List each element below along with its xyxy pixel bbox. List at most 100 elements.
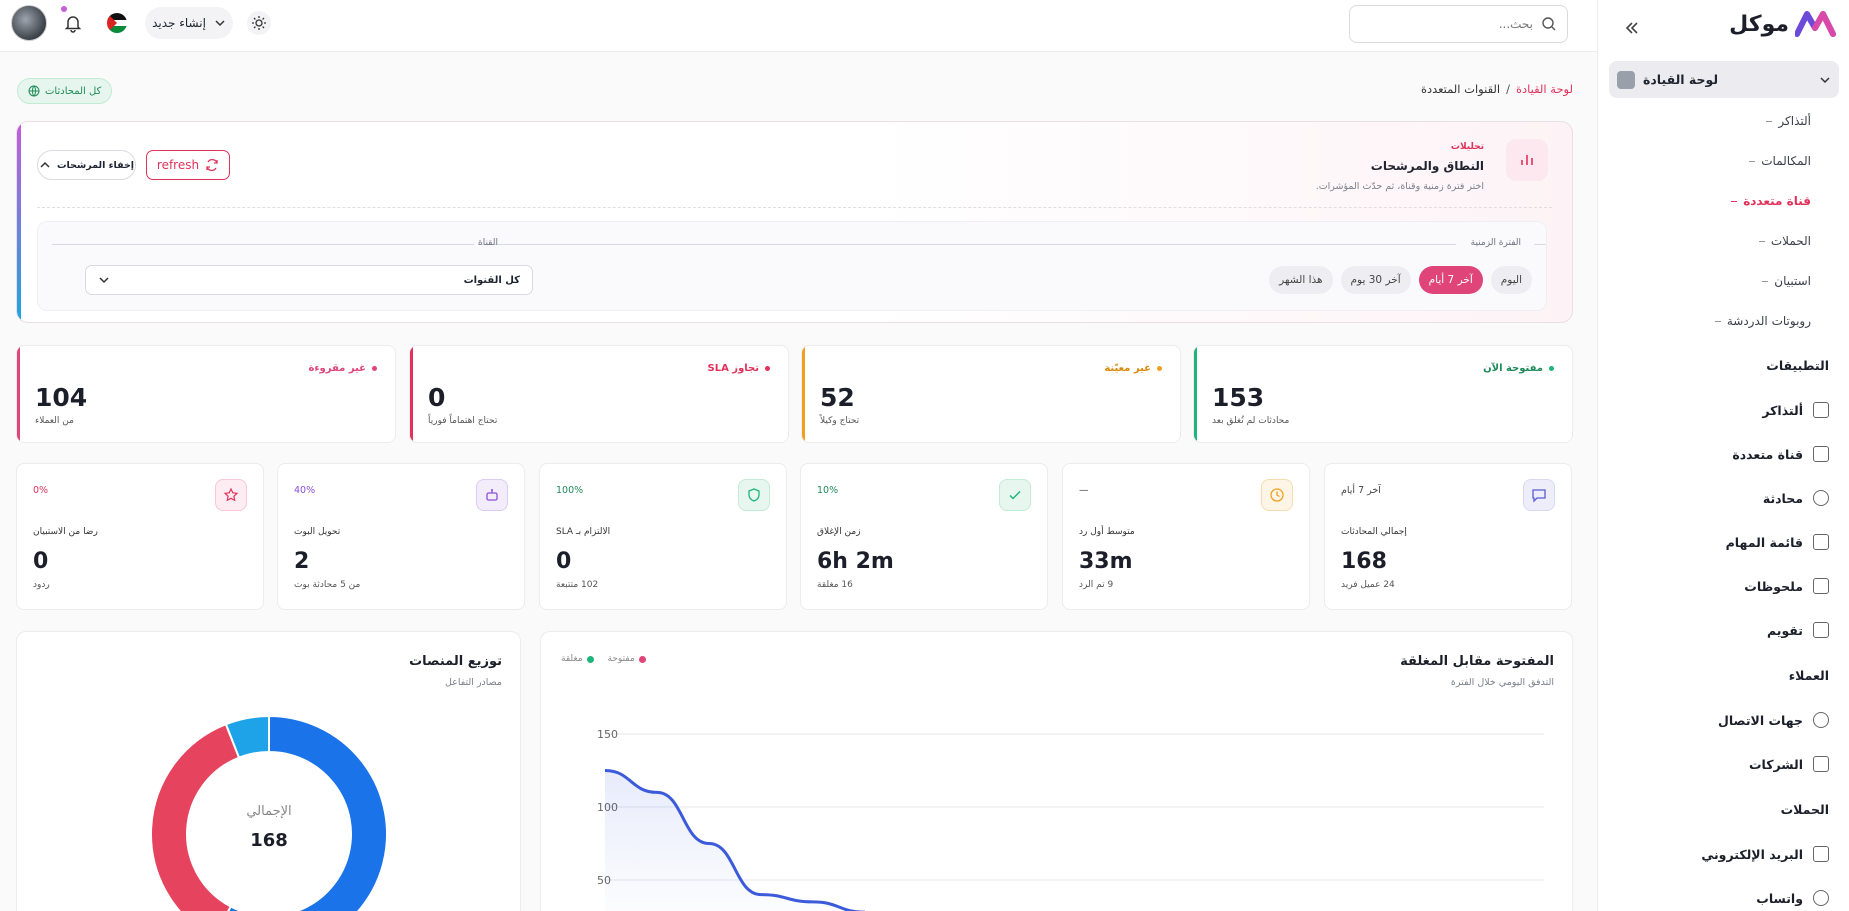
filters-panel: الفترة الزمنية القناة اليوم آخر 7 أيام آ… — [37, 221, 1547, 311]
sidebar-subitem-calls[interactable]: المكالمات — [1749, 154, 1811, 168]
bot-icon — [476, 479, 508, 511]
legend-item-closed[interactable]: مغلقة — [561, 654, 594, 664]
sidebar-item-dashboard[interactable]: لوحة القيادة — [1609, 61, 1839, 98]
stat-value: 0 — [428, 383, 446, 412]
status-dot — [1549, 366, 1554, 371]
create-new-button[interactable]: إنشاء جديد — [145, 7, 233, 39]
avatar[interactable] — [11, 5, 47, 41]
globe-icon — [28, 85, 40, 97]
period-last-30-days[interactable]: آخر 30 يوم — [1340, 266, 1411, 294]
sidebar-item-todo[interactable]: قائمة المهام — [1726, 534, 1829, 550]
all-conversations-button[interactable]: كل المحادثات — [17, 78, 113, 104]
search-input[interactable] — [1360, 17, 1533, 31]
chart-title: توزيع المنصات — [409, 654, 502, 669]
sidebar-item-label: الشركات — [1749, 756, 1803, 772]
dash-icon — [1714, 320, 1721, 322]
status-dot — [372, 366, 377, 371]
kpi-title: الالتزام بـ SLA — [556, 527, 611, 537]
legend-label: مفتوحة — [607, 654, 635, 664]
stat-value: 153 — [1212, 383, 1265, 412]
sidebar-subitem-label: الحملات — [1770, 234, 1811, 248]
refresh-button[interactable]: refresh — [146, 150, 230, 180]
search-box[interactable] — [1349, 5, 1568, 43]
kpi-sub: 16 مغلقة — [817, 580, 853, 590]
chevron-down-icon — [1820, 76, 1830, 83]
status-dot — [1157, 366, 1162, 371]
breadcrumb-root[interactable]: لوحة القيادة — [1515, 82, 1573, 96]
notification-dot — [61, 6, 67, 12]
sidebar-item-companies[interactable]: الشركات — [1749, 756, 1829, 772]
sidebar-section-apps: التطبيقات — [1766, 358, 1829, 373]
channel-select-value: كل القنوات — [463, 274, 520, 286]
sidebar-subitem-survey[interactable]: استبيان — [1762, 274, 1811, 288]
kpi-badge: 10% — [817, 485, 839, 496]
sidebar-item-chat[interactable]: محادثة — [1763, 490, 1829, 506]
notes-icon — [1813, 578, 1829, 594]
kpi-card-first-response: — متوسط أول رد 33m 9 تم الرد — [1062, 463, 1310, 610]
accent-bar — [802, 346, 805, 442]
kpi-title: تحويل البوت — [294, 527, 341, 537]
sidebar-item-email[interactable]: البريد الإلكتروني — [1701, 846, 1829, 862]
sidebar-item-label: واتساب — [1756, 890, 1803, 906]
divider — [37, 207, 1552, 208]
sidebar-subitem-label: المكالمات — [1761, 154, 1811, 168]
whatsapp-icon — [1813, 890, 1829, 906]
legend-item-open[interactable]: مفتوحة — [608, 654, 646, 664]
kpi-value: 0 — [556, 549, 572, 574]
create-new-label: إنشاء جديد — [152, 16, 206, 30]
kpi-value: 33m — [1079, 549, 1133, 574]
stat-desc: من العملاء — [35, 416, 74, 426]
line-chart: 50100150 — [597, 728, 1544, 911]
stat-desc: محادثات لم تُغلق بعد — [1212, 416, 1290, 426]
stat-tag-label: غير مقروءة — [308, 363, 366, 374]
breadcrumb-separator: / — [1506, 82, 1510, 96]
divider — [1534, 244, 1546, 245]
sidebar-item-contacts[interactable]: جهات الاتصال — [1718, 712, 1829, 728]
kpi-sub: 102 متتبعة — [556, 580, 599, 590]
language-flag-icon[interactable] — [107, 13, 127, 33]
sidebar-item-omnichannel[interactable]: قناة متعددة — [1732, 446, 1829, 462]
breadcrumb: لوحة القيادة / القنوات المتعددة — [1420, 82, 1573, 96]
sidebar-subitem-omnichannel[interactable]: قناة متعددة — [1731, 194, 1811, 208]
period-last-7-days[interactable]: آخر 7 أيام — [1418, 266, 1483, 294]
bell-icon[interactable] — [62, 12, 84, 34]
sidebar-item-label: لوحة القيادة — [1643, 72, 1719, 87]
stat-tag-label: غير معيّنة — [1104, 363, 1151, 374]
sidebar-item-tickets[interactable]: ألتذاكر — [1762, 402, 1829, 418]
kpi-badge: — — [1079, 485, 1089, 496]
sidebar-item-notes[interactable]: ملحوظات — [1744, 578, 1829, 594]
clock-icon — [1261, 479, 1293, 511]
period-this-month[interactable]: هذا الشهر — [1269, 266, 1333, 294]
stat-desc: تحتاج وكيلاً — [820, 416, 860, 426]
theme-toggle-button[interactable] — [247, 11, 271, 35]
sidebar-subitem-campaigns[interactable]: الحملات — [1758, 234, 1811, 248]
kpi-badge: آخر 7 أيام — [1341, 485, 1381, 496]
sidebar-subitem-chatbots[interactable]: روبوتات الدردشة — [1714, 314, 1811, 328]
search-icon — [1542, 17, 1556, 31]
chevron-down-icon — [215, 20, 225, 27]
stat-tag-label: تجاوز SLA — [707, 363, 760, 374]
sidebar-item-label: تقويم — [1766, 622, 1803, 638]
sidebar-item-whatsapp[interactable]: واتساب — [1756, 890, 1829, 906]
collapse-sidebar-icon[interactable] — [1622, 18, 1642, 38]
sidebar-subitem-tickets[interactable]: ألتذاكر — [1766, 114, 1811, 128]
accent-bar — [1194, 346, 1197, 442]
check-icon — [999, 479, 1031, 511]
sidebar-item-label: البريد الإلكتروني — [1701, 846, 1803, 862]
kpi-sub: من 5 محادثة بوت — [294, 580, 361, 590]
sidebar-section-customers: العملاء — [1788, 668, 1829, 683]
stat-card-open-now: مفتوحة الآن 153 محادثات لم تُغلق بعد — [1193, 345, 1573, 443]
kpi-title: رضا من الاستبيان — [33, 527, 98, 537]
omnichannel-icon — [1813, 446, 1829, 462]
sidebar-item-calendar[interactable]: تقويم — [1767, 622, 1829, 638]
channel-select[interactable]: كل القنوات — [85, 265, 533, 295]
kpi-card-survey-satisfaction: 0% رضا من الاستبيان 0 ردود — [16, 463, 264, 610]
brand-logo-icon — [1795, 11, 1836, 37]
kpi-title: إجمالي المحادثات — [1341, 527, 1407, 537]
topbar: إنشاء جديد — [0, 0, 1597, 52]
hide-filters-button[interactable]: إخفاء المرشحات — [37, 150, 136, 180]
kpi-value: 168 — [1341, 549, 1387, 574]
stat-tag-label: مفتوحة الآن — [1483, 363, 1543, 374]
brand[interactable]: موكل — [1729, 10, 1839, 38]
period-today[interactable]: اليوم — [1490, 266, 1532, 294]
